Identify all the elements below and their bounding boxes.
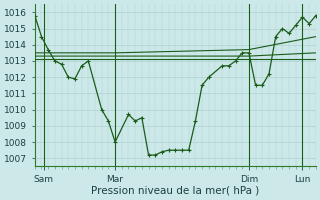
X-axis label: Pression niveau de la mer( hPa ): Pression niveau de la mer( hPa ) <box>91 186 260 196</box>
